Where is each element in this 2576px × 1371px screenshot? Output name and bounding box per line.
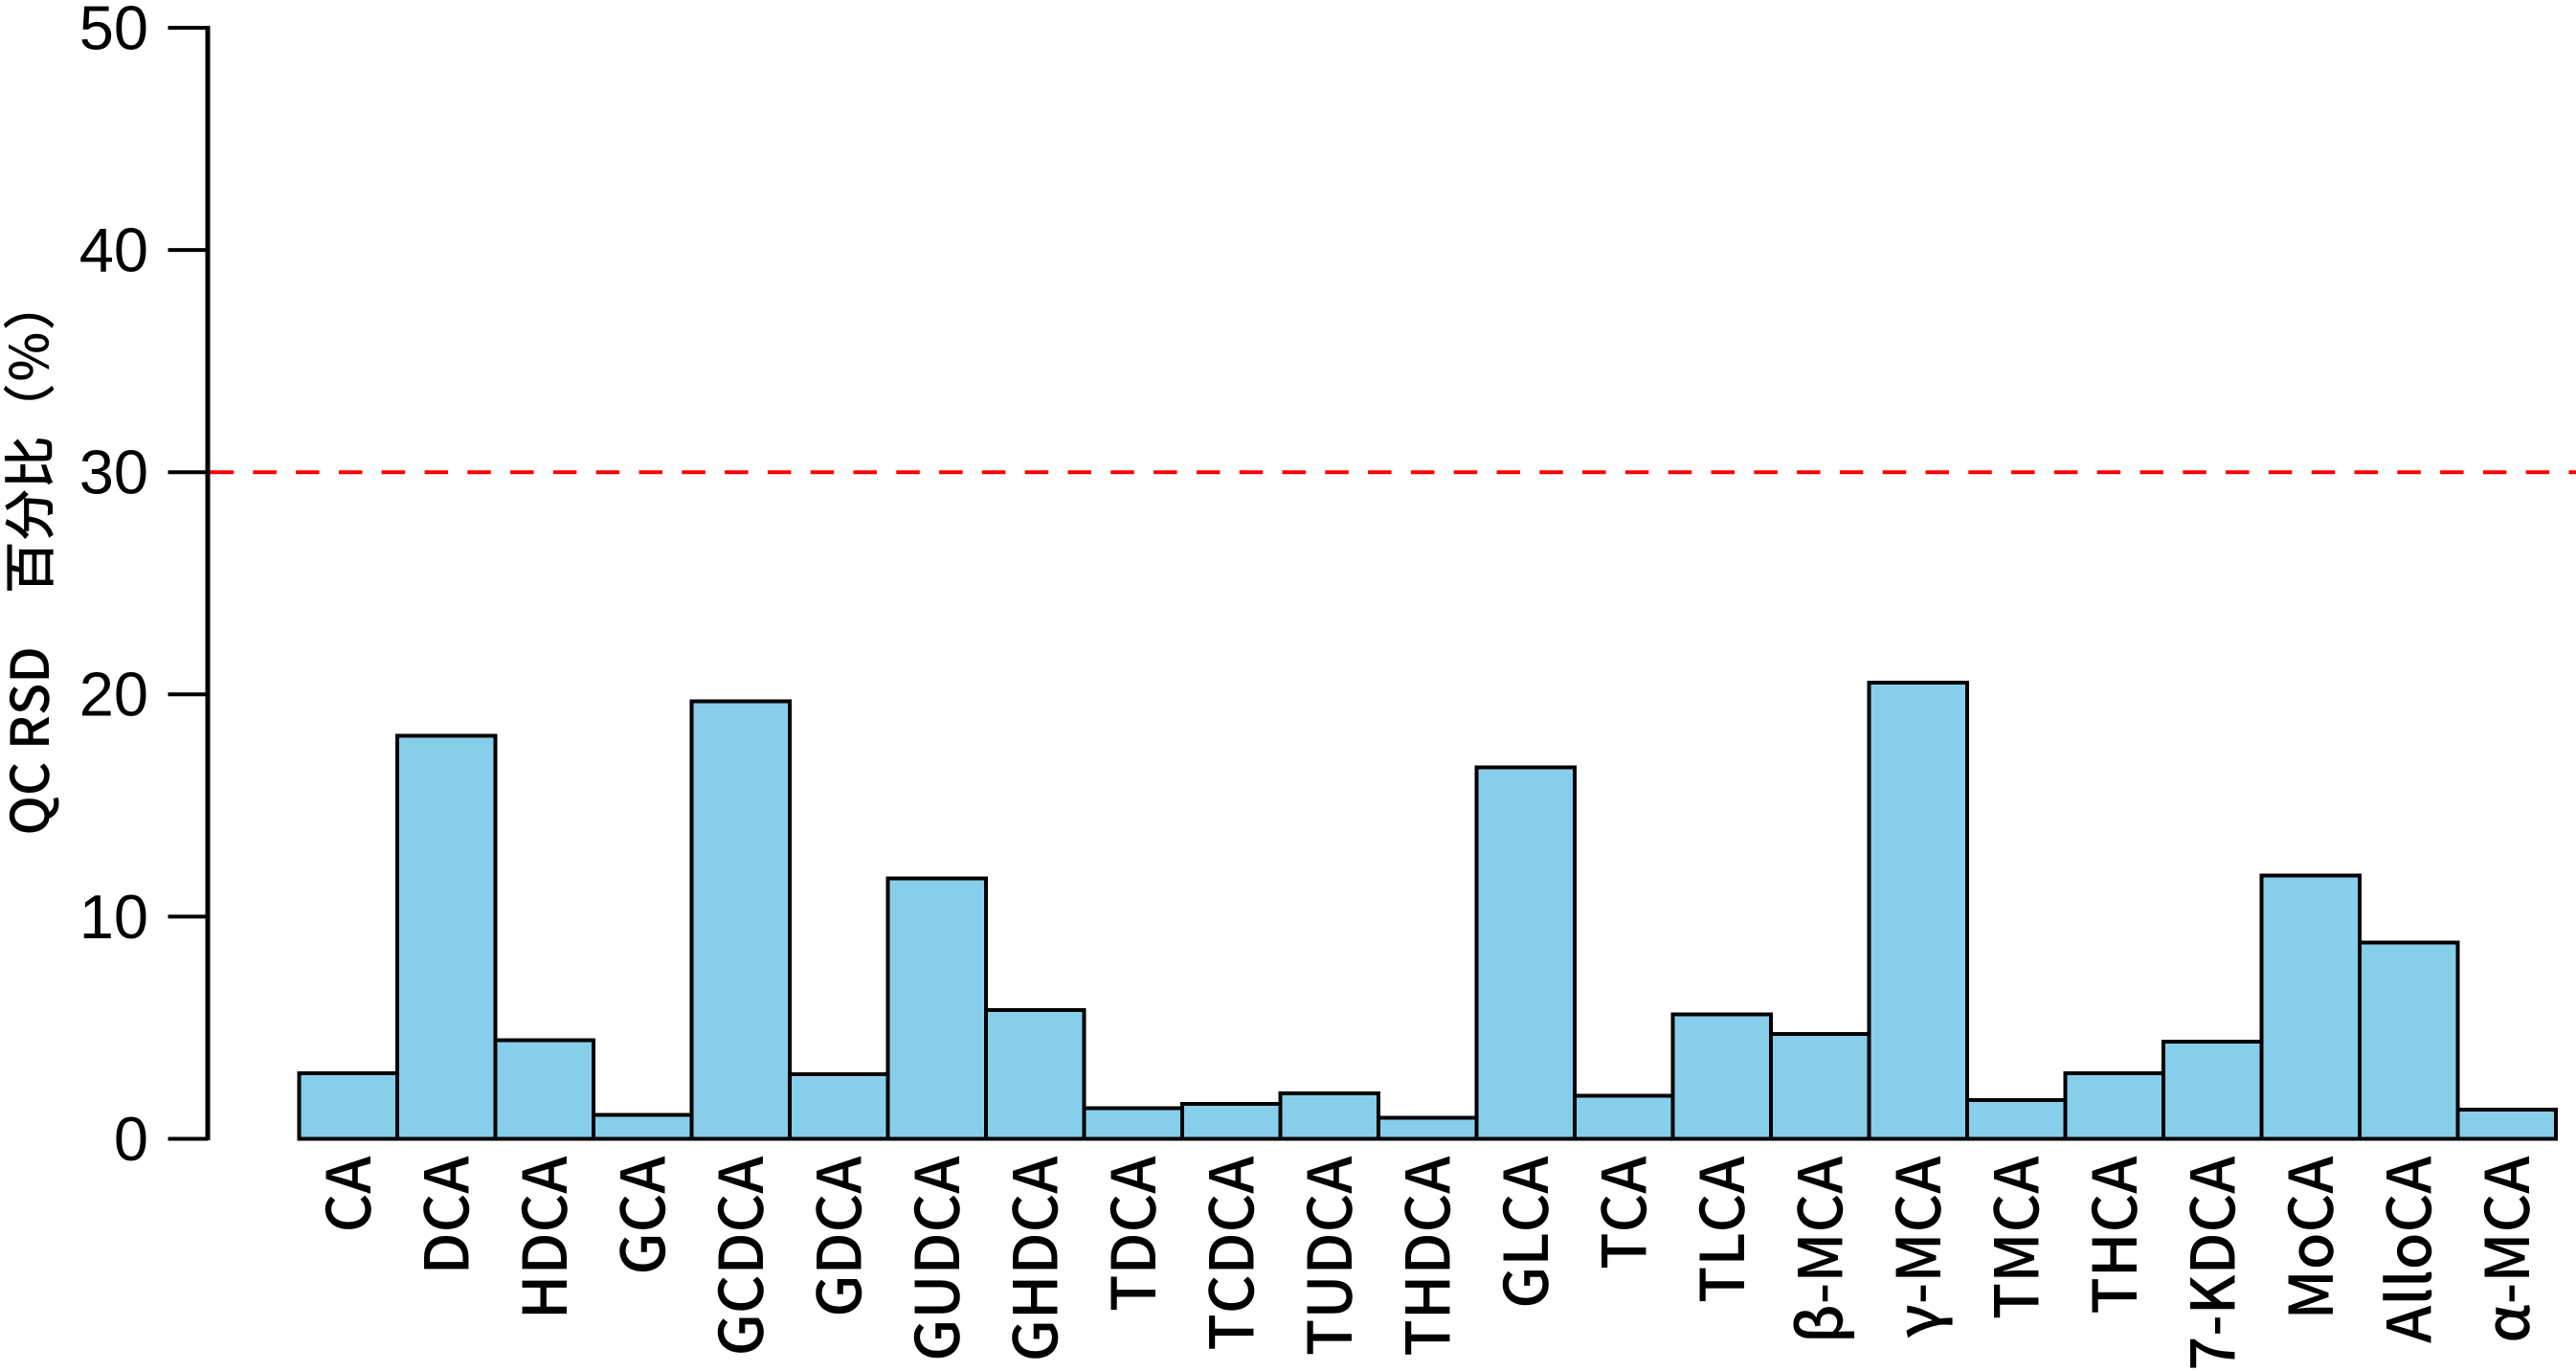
svg-text:10: 10 <box>79 882 148 952</box>
svg-text:30: 30 <box>79 438 148 507</box>
svg-text:20: 20 <box>79 660 148 730</box>
svg-text:50: 50 <box>79 0 148 62</box>
svg-text:0: 0 <box>114 1104 148 1174</box>
svg-text:40: 40 <box>79 215 148 285</box>
